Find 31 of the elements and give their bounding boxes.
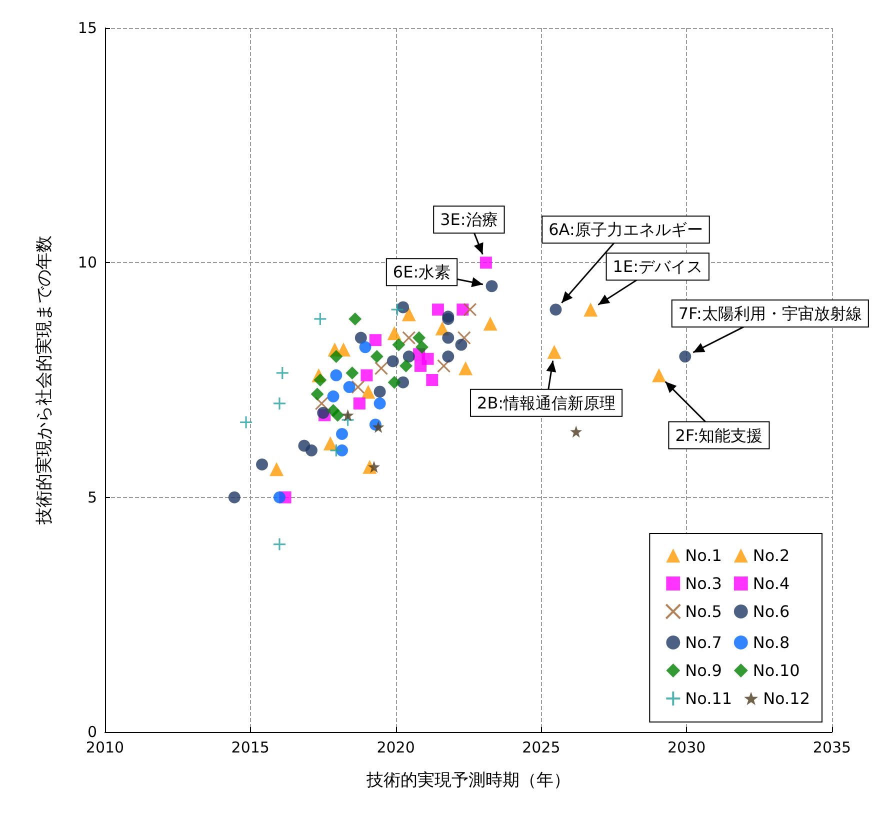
y-tick-label: 0 xyxy=(87,723,97,741)
x-tick-label: 2030 xyxy=(668,738,706,756)
annotation: 1E:デバイス xyxy=(612,257,702,276)
y-tick-label: 10 xyxy=(78,254,97,272)
legend-label: No.11 xyxy=(685,689,732,708)
x-tick-label: 2020 xyxy=(376,738,415,756)
legend-label: No.7 xyxy=(685,633,722,652)
annotation: 6E:水素 xyxy=(392,262,451,282)
x-axis-title: 技術的実現予測時期（年） xyxy=(366,770,570,790)
annotation: 7F:太陽利用・宇宙放射線 xyxy=(678,304,862,324)
annotation: 2B:情報通信新原理 xyxy=(477,393,616,412)
legend-label: No.9 xyxy=(685,661,722,680)
annotation: 6A:原子力エネルギー xyxy=(548,220,703,240)
legend-label: No.3 xyxy=(685,574,722,593)
x-tick-label: 2035 xyxy=(812,738,852,756)
legend-label: No.5 xyxy=(685,602,722,621)
y-tick-label: 5 xyxy=(87,488,97,506)
legend-label: No.10 xyxy=(752,661,800,680)
y-tick-label: 15 xyxy=(78,19,97,37)
legend-label: No.6 xyxy=(752,602,790,621)
legend-label: No.2 xyxy=(752,546,790,565)
x-tick-label: 2010 xyxy=(86,738,124,756)
y-axis-title: 技術的実現から社会的実現までの年数 xyxy=(34,236,54,526)
legend-label: No.12 xyxy=(763,689,810,708)
x-tick-label: 2015 xyxy=(231,738,270,756)
annotation: 2F:知能支援 xyxy=(675,426,763,445)
x-tick-label: 2025 xyxy=(522,738,560,756)
annotation: 3E:治療 xyxy=(440,210,498,230)
legend-label: No.4 xyxy=(752,574,790,593)
legend-label: No.8 xyxy=(752,633,790,652)
legend-label: No.1 xyxy=(685,546,722,565)
